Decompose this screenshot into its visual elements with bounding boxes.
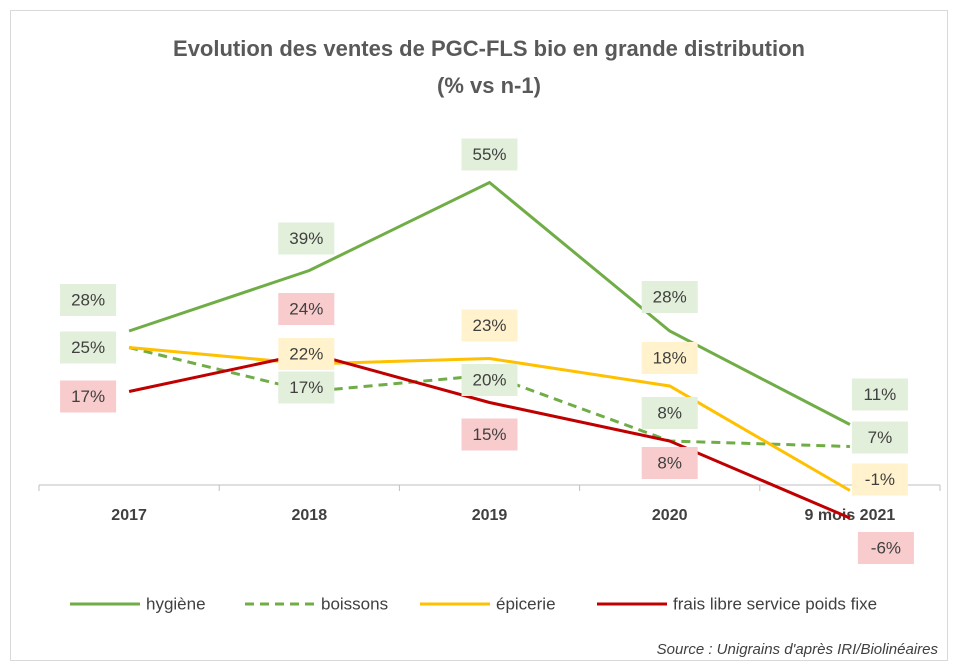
data-label-bg <box>857 532 914 564</box>
data-label: 25% <box>71 338 105 357</box>
legend-label: boissons <box>321 594 388 613</box>
data-label: 22% <box>289 344 323 363</box>
source-note: Source : Unigrains d'après IRI/Biolinéai… <box>657 641 939 658</box>
legend-label: frais libre service poids fixe <box>673 594 877 613</box>
data-label: 18% <box>653 348 687 367</box>
data-label-bg <box>461 418 518 451</box>
data-label-bg <box>461 138 518 171</box>
data-label: 23% <box>472 316 506 335</box>
data-label: 20% <box>472 370 506 389</box>
data-label-bg <box>461 364 518 396</box>
data-label-bg <box>461 309 518 342</box>
data-label: 55% <box>472 145 506 164</box>
series-line <box>128 351 851 520</box>
x-tick-label: 9 mois 2021 <box>805 507 896 524</box>
data-label: 17% <box>289 378 323 397</box>
data-label: 28% <box>71 290 105 309</box>
x-tick-label: 2019 <box>472 507 508 524</box>
data-label: 24% <box>289 299 323 318</box>
x-tick-label: 2017 <box>111 507 147 524</box>
data-label: 39% <box>289 229 323 248</box>
chart-subtitle: (% vs n-1) <box>437 73 541 98</box>
data-label-bg <box>641 447 698 479</box>
data-label: 8% <box>657 453 682 472</box>
data-label: 28% <box>653 287 687 306</box>
series-line <box>128 346 851 492</box>
data-label-bg <box>851 378 908 411</box>
chart-title: Evolution des ventes de PGC-FLS bio en g… <box>173 36 805 61</box>
data-label-bg <box>278 222 335 255</box>
data-label: 15% <box>472 425 506 444</box>
data-label-bg <box>641 397 698 429</box>
x-tick-label: 2018 <box>292 507 328 524</box>
data-label: 11% <box>864 385 897 404</box>
data-label: 7% <box>868 428 893 447</box>
data-label-bg <box>278 338 335 370</box>
data-label-bg <box>60 331 117 364</box>
data-label-bg <box>851 421 908 454</box>
data-label-bg <box>60 284 117 316</box>
x-tick-label: 2020 <box>652 507 688 524</box>
data-label: -1% <box>865 470 895 489</box>
data-label-bg <box>641 281 698 313</box>
data-label: 8% <box>657 403 682 422</box>
legend-label: hygiène <box>146 594 206 613</box>
data-label: 17% <box>71 387 105 406</box>
data-label-bg <box>60 380 117 413</box>
data-label-bg <box>278 293 335 325</box>
legend-label: épicerie <box>496 594 556 613</box>
data-label-bg <box>851 463 908 496</box>
data-label: -6% <box>871 538 901 557</box>
series-line <box>128 180 851 426</box>
data-label-bg <box>641 342 698 374</box>
data-label-bg <box>278 371 335 404</box>
